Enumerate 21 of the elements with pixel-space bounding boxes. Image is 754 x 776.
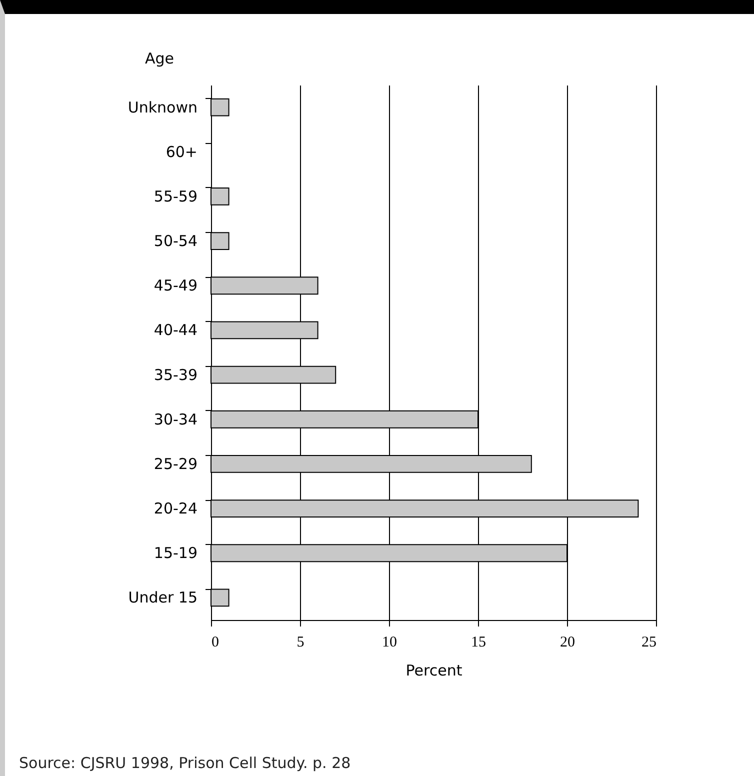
x-tick-label: 5 (296, 634, 304, 650)
x-axis-title: Percent (406, 662, 462, 680)
x-tick-label: 15 (471, 634, 486, 650)
x-tick-label: 10 (382, 634, 397, 650)
y-tick-label: 60+ (166, 142, 198, 161)
y-tick-label: 30-34 (154, 410, 198, 428)
x-tick-label: 0 (212, 634, 219, 650)
y-tick-label: 40-44 (154, 321, 198, 340)
x-tick-label: 25 (642, 634, 656, 650)
y-tick-label: 20-24 (154, 500, 198, 518)
y-tick-label: 35-39 (154, 366, 198, 384)
y-tick-label: 15-19 (154, 544, 198, 562)
y-tick-label: 50-54 (154, 232, 198, 250)
y-tick-label: Unknown (128, 98, 198, 116)
y-tick-label: 45-49 (154, 276, 198, 295)
y-tick-label: 55-59 (154, 187, 198, 206)
y-axis-title: Age (144, 50, 174, 68)
y-tick-label: Under 15 (128, 588, 198, 607)
x-tick-label: 20 (560, 634, 575, 650)
source-note: Source: CJSRU 1998, Prison Cell Study. p. 28 (19, 754, 352, 772)
y-tick-label: 25-29 (154, 454, 198, 473)
